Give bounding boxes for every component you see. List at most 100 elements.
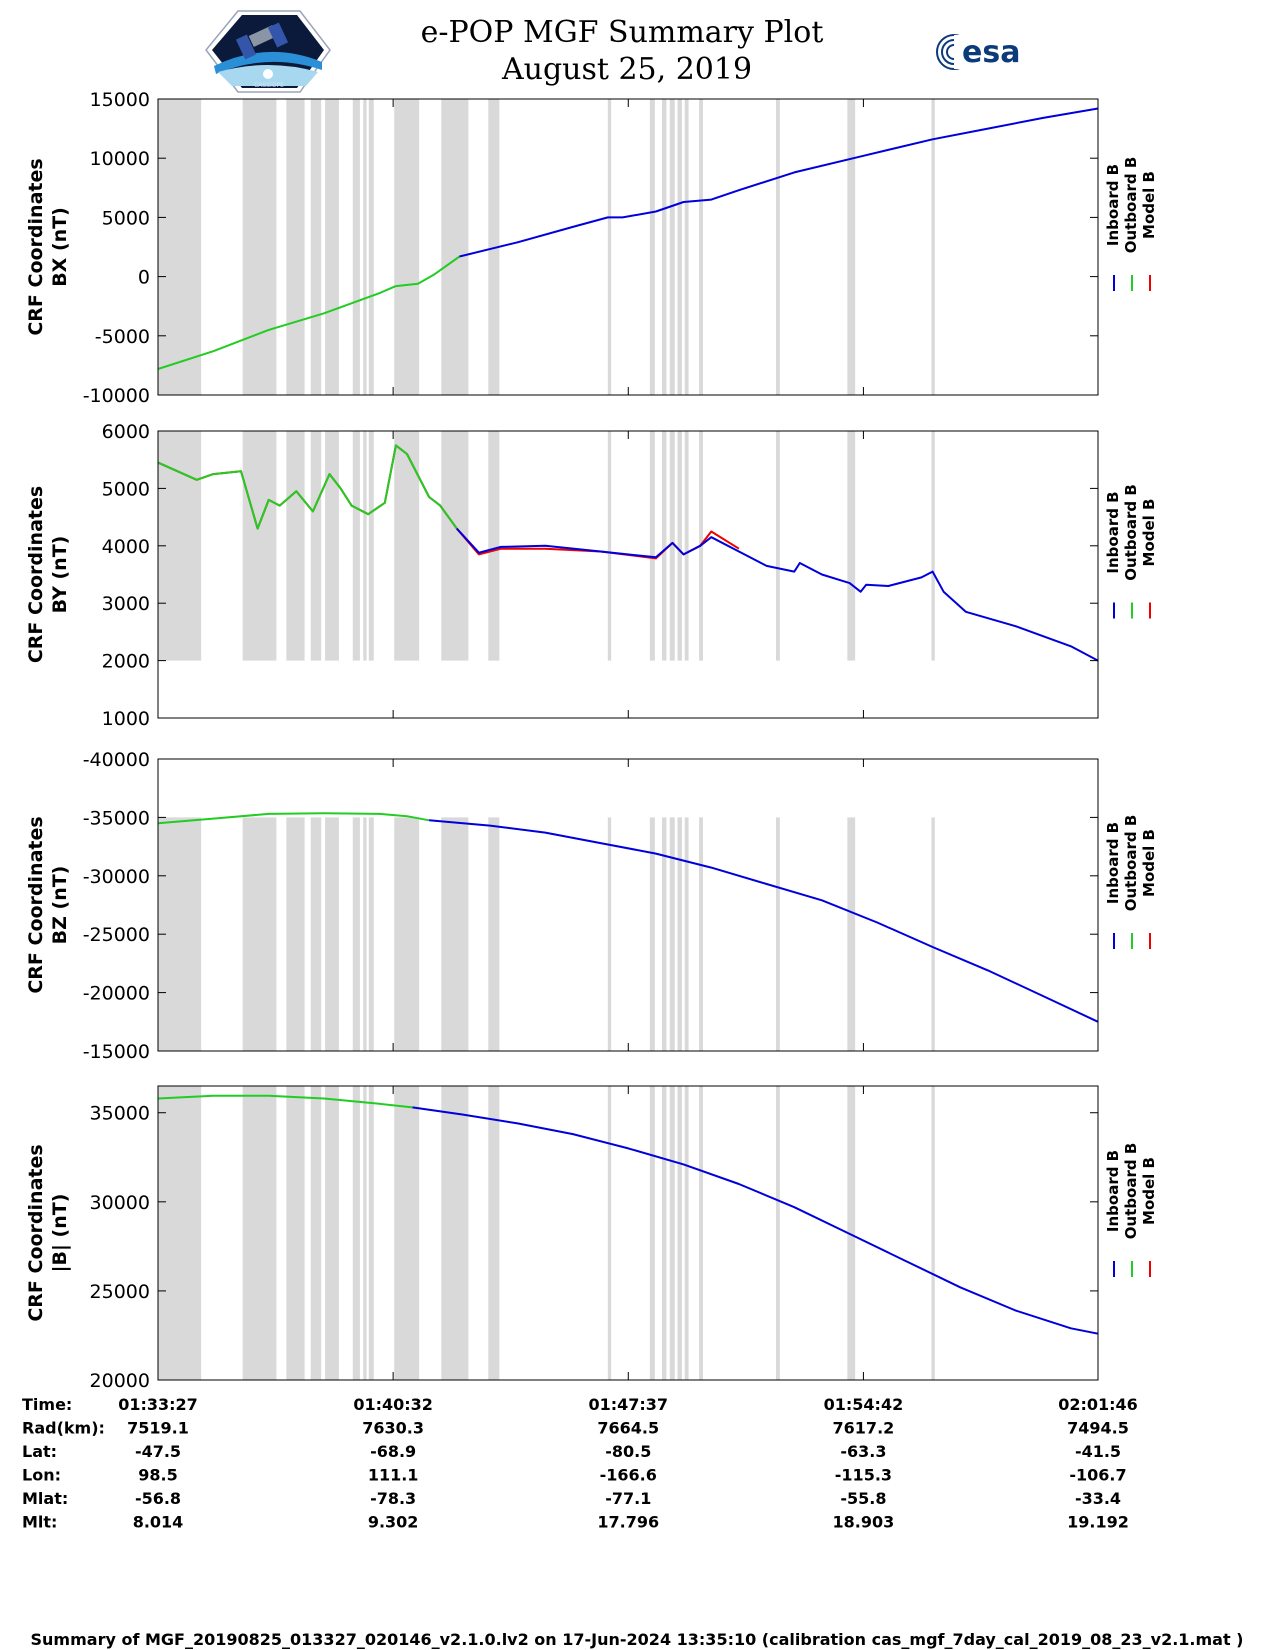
y-tick-label: -15000 (83, 1041, 150, 1063)
orbit-value: -47.5 (135, 1442, 181, 1461)
plot-panels: 15000 10000 5000 0 -5000 -10000 CRF Coordinate… (25, 89, 1158, 1392)
orbit-value: 19.192 (1067, 1513, 1129, 1532)
shaded-interval (352, 431, 360, 661)
orbit-value: -33.4 (1075, 1489, 1121, 1508)
shaded-interval (158, 99, 202, 395)
legend-label-inboard-b: Inboard B (1104, 822, 1122, 904)
shaded-interval (847, 817, 856, 1051)
orbit-time-value: 01:54:42 (824, 1395, 904, 1414)
orbit-time-value: 01:47:37 (588, 1395, 668, 1414)
shaded-interval (607, 817, 612, 1051)
shaded-interval (931, 817, 935, 1051)
y-axis-title: CRF Coordinates (25, 486, 47, 663)
y-tick-label: 0 (138, 267, 150, 289)
orbit-value: -41.5 (1075, 1442, 1121, 1461)
shaded-interval (684, 1086, 689, 1380)
orbit-value: 9.302 (368, 1513, 419, 1532)
legend-label-inboard-b: Inboard B (1104, 491, 1122, 573)
y-tick-label: -40000 (83, 749, 150, 771)
shaded-interval (607, 431, 612, 661)
shaded-interval (662, 817, 667, 1051)
shaded-interval (310, 99, 322, 395)
y-axis-unit: BZ (nT) (49, 866, 71, 945)
y-tick-label: -35000 (83, 807, 150, 829)
shaded-intervals (158, 431, 935, 661)
y-tick-label: 30000 (90, 1192, 150, 1214)
y-tick-label: 5000 (102, 207, 150, 229)
legend: Inboard B Outboard B Model B (1104, 1143, 1158, 1277)
legend-label-inboard-b: Inboard B (1104, 164, 1122, 246)
y-tick-label: 3000 (102, 593, 150, 615)
shaded-intervals (158, 99, 935, 395)
footer-caption: Summary of MGF_20190825_013327_020146_v2… (31, 1630, 1244, 1649)
y-tick-label: -10000 (83, 385, 150, 407)
shaded-interval (677, 817, 682, 1051)
shaded-interval (363, 1086, 367, 1380)
shaded-interval (488, 1086, 500, 1380)
legend-label-model-b: Model B (1140, 499, 1158, 567)
shaded-interval (677, 99, 682, 395)
shaded-interval (363, 99, 367, 395)
shaded-interval (684, 99, 689, 395)
orbit-value: -115.3 (835, 1466, 892, 1485)
shaded-interval (286, 1086, 305, 1380)
orbit-value: 7494.5 (1067, 1419, 1129, 1438)
shaded-interval (607, 1086, 612, 1380)
shaded-interval (325, 817, 339, 1051)
series-line-outboard-b (157, 444, 458, 530)
esa-logo: esa (936, 34, 1020, 70)
orbit-value: 111.1 (368, 1466, 419, 1485)
series-line-inboard-b (456, 527, 1099, 662)
shaded-interval (699, 1086, 703, 1380)
shaded-interval (352, 817, 360, 1051)
y-tick-label: 15000 (90, 89, 150, 111)
legend-label-model-b: Model B (1140, 171, 1158, 239)
y-tick-label: 20000 (90, 1370, 150, 1392)
y-tick-label: 5000 (102, 478, 150, 500)
orbit-row-label: Mlt: (22, 1513, 57, 1532)
y-tick-label: 10000 (90, 148, 150, 170)
orbit-value: -106.7 (1069, 1466, 1126, 1485)
shaded-interval (684, 817, 689, 1051)
shaded-interval (325, 431, 339, 661)
shaded-interval (368, 817, 374, 1051)
series-line-inboard-b (429, 819, 1099, 1023)
panel-2: 6000 5000 4000 3000 2000 1000 CRF Coordinates B… (25, 421, 1158, 730)
shaded-interval (325, 1086, 339, 1380)
shaded-interval (242, 817, 277, 1051)
orbit-value: 7630.3 (362, 1419, 424, 1438)
shaded-interval (394, 1086, 420, 1380)
shaded-interval (677, 431, 682, 661)
shaded-interval (775, 431, 780, 661)
shaded-interval (669, 431, 675, 661)
shaded-interval (931, 1086, 935, 1380)
legend: Inboard B Outboard B Model B (1104, 484, 1158, 619)
orbit-table: Time: Rad(km): Lat: Lon: Mlat: Mlt: 01:33:27 75… (22, 1395, 1138, 1532)
shaded-interval (286, 817, 305, 1051)
shaded-interval (286, 431, 305, 661)
orbit-value: -80.5 (605, 1442, 651, 1461)
y-tick-label: -30000 (83, 866, 150, 888)
orbit-value: 98.5 (138, 1466, 177, 1485)
panel-3: -15000 -20000 -25000 -30000 -35000 -40000 CRF … (25, 749, 1158, 1063)
orbit-row-label: Time: (22, 1395, 72, 1414)
shaded-intervals (158, 817, 935, 1051)
shaded-interval (847, 99, 856, 395)
y-tick-label: -25000 (83, 924, 150, 946)
panel-1: 15000 10000 5000 0 -5000 -10000 CRF Coordinate… (25, 89, 1158, 407)
shaded-interval (242, 431, 277, 661)
shaded-interval (363, 817, 367, 1051)
shaded-interval (677, 1086, 682, 1380)
shaded-interval (441, 431, 469, 661)
shaded-interval (669, 99, 675, 395)
shaded-interval (669, 817, 675, 1051)
legend: Inboard B Outboard B Model B (1104, 157, 1158, 291)
shaded-interval (394, 817, 420, 1051)
series-line-outboard-b (157, 812, 430, 825)
legend-label-outboard-b: Outboard B (1122, 1143, 1140, 1240)
y-tick-label: 6000 (102, 421, 150, 443)
series-line-inboard-b (412, 1106, 1099, 1335)
y-axis-unit: |B| (nT) (49, 1194, 71, 1273)
shaded-interval (699, 817, 703, 1051)
